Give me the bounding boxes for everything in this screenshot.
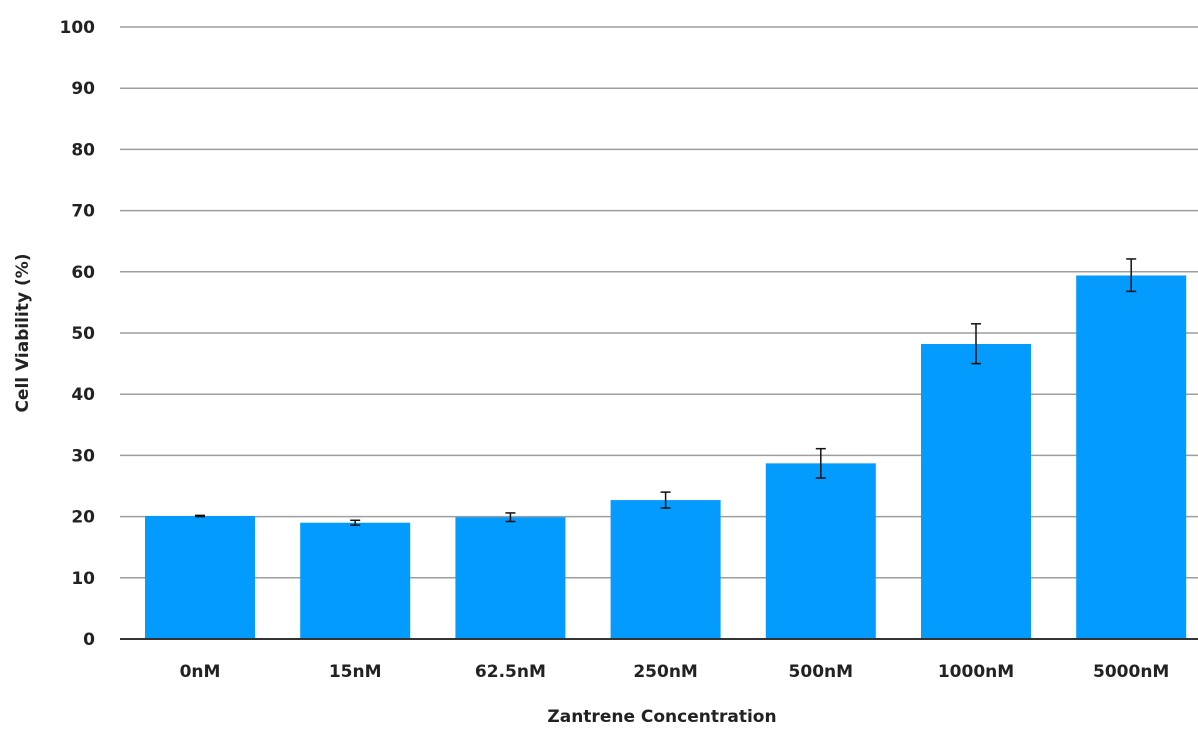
x-tick-label: 500nM <box>789 662 854 682</box>
y-tick-label: 30 <box>71 446 95 466</box>
y-tick-label: 90 <box>71 79 95 99</box>
error-bar <box>505 512 516 523</box>
y-tick-label: 40 <box>71 385 95 405</box>
error-bars <box>195 258 1137 526</box>
y-tick-label: 70 <box>71 202 95 222</box>
x-tick-label: 250nM <box>633 662 698 682</box>
bar <box>921 344 1031 639</box>
y-tick-label: 50 <box>71 324 95 344</box>
y-tick-label: 0 <box>83 630 95 650</box>
bar <box>300 522 411 639</box>
y-axis-title: Cell Viability (%) <box>13 253 33 412</box>
error-bar <box>660 491 671 509</box>
y-tick-label: 100 <box>60 18 96 38</box>
error-bar <box>971 323 981 365</box>
bar <box>455 517 566 639</box>
x-tick-label: 0nM <box>180 662 221 682</box>
y-tick-label: 20 <box>71 508 95 528</box>
error-bar <box>1126 258 1137 293</box>
x-tick-label: 5000nM <box>1093 662 1169 682</box>
error-bar <box>350 519 361 526</box>
error-bar <box>195 514 205 518</box>
bar <box>765 463 876 639</box>
bars <box>145 275 1187 639</box>
y-tick-label: 60 <box>71 263 95 283</box>
error-bar <box>815 447 826 479</box>
gridlines <box>120 26 1198 579</box>
x-axis-title: Zantrene Concentration <box>547 707 776 727</box>
x-tick-label: 62.5nM <box>475 662 546 682</box>
x-axis-tick-labels: 0nM 15nM 62.5nM 250nM 500nM 1000nM 5000nM <box>180 662 1170 682</box>
bar <box>145 515 255 639</box>
y-tick-label: 10 <box>71 569 95 589</box>
y-axis-tick-labels: 0 10 20 30 40 50 60 70 80 90 100 <box>60 18 96 650</box>
bar <box>610 500 721 639</box>
x-tick-label: 1000nM <box>938 662 1014 682</box>
x-tick-label: 15nM <box>329 662 382 682</box>
bar <box>1076 275 1187 639</box>
y-tick-label: 80 <box>71 140 95 160</box>
